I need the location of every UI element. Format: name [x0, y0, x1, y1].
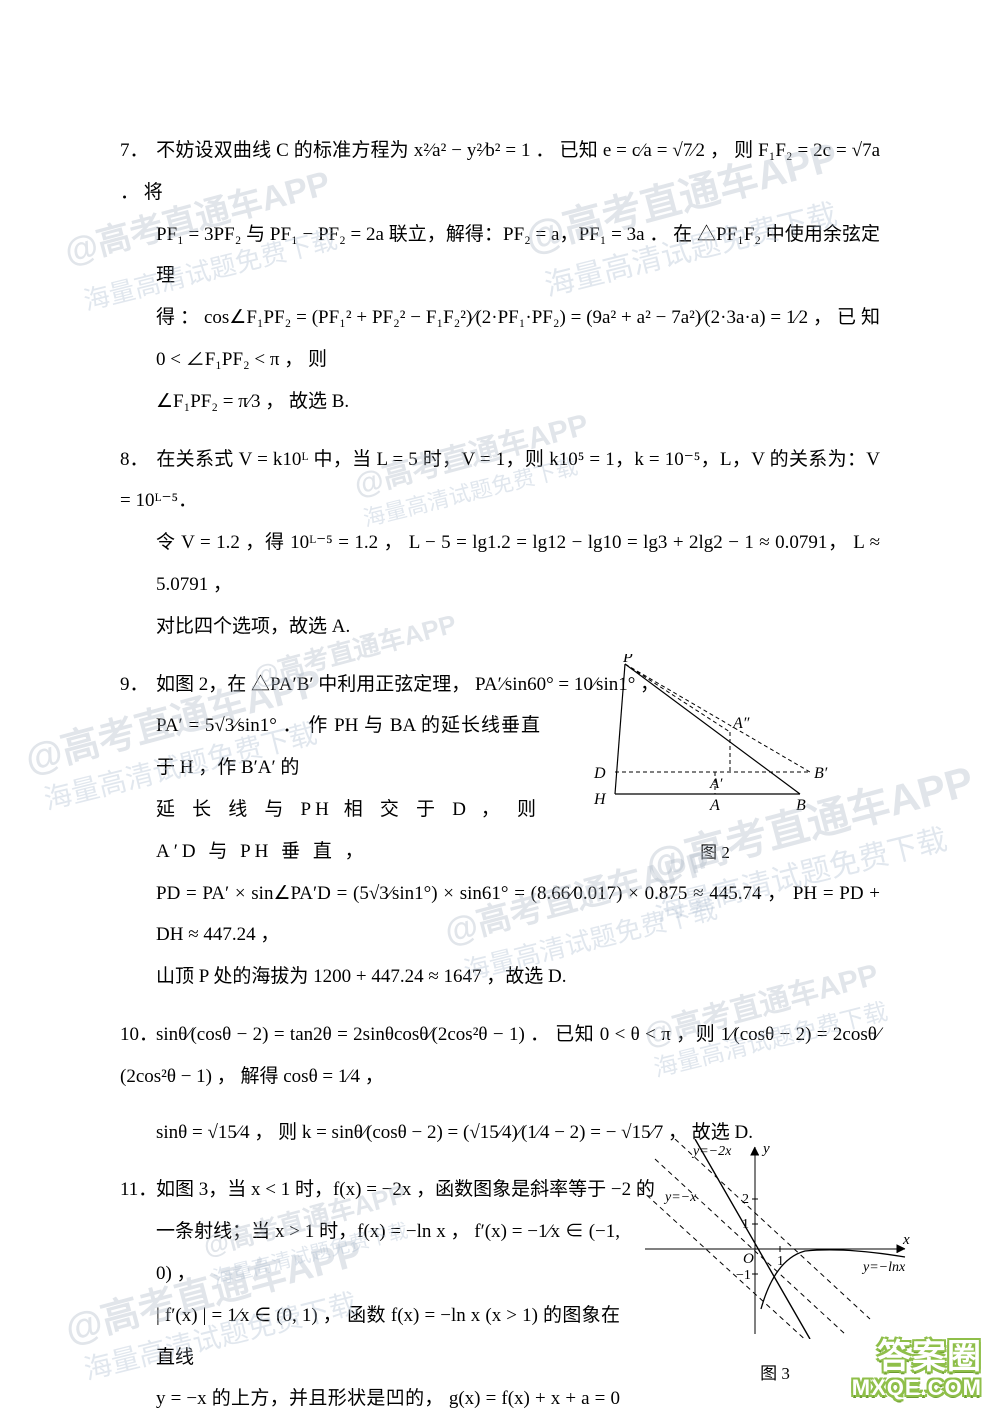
q7-num: 7．	[120, 130, 156, 172]
q9-l2: PA′ = 5√3⁄sin1° ． 作 PH 与 BA 的延长线垂直于 H ，作…	[120, 705, 540, 789]
svg-text:A′: A′	[709, 776, 723, 792]
svg-text:1: 1	[777, 1254, 784, 1269]
svg-text:x: x	[902, 1232, 910, 1248]
q11-l3: | f′(x) | = 1⁄x ∈ (0, 1) ， 函数 f(x) = −ln…	[120, 1295, 620, 1379]
q9-num: 9．	[120, 664, 156, 706]
brand-logo: 答案圈 MXQE.COM	[852, 1340, 982, 1399]
svg-text:P: P	[622, 654, 633, 666]
svg-text:A: A	[709, 797, 720, 814]
fig2-svg: P D H A″ A′ A B′ B	[590, 654, 840, 819]
q8-l2: 令 V = 1.2 ，得 10ᴸ⁻⁵ = 1.2 ， L − 5 = lg1.2…	[120, 522, 880, 606]
question-10: 10．sinθ⁄(cosθ − 2) = tan2θ = 2sinθcosθ⁄(…	[120, 1014, 880, 1153]
svg-text:D: D	[593, 765, 606, 782]
q10-num: 10．	[120, 1014, 156, 1056]
svg-text:A″: A″	[732, 715, 750, 732]
q8-l1: 在关系式 V = k10ᴸ 中，当 L = 5 时，V = 1，则 k10⁵ =…	[120, 449, 880, 512]
svg-text:y=−2x: y=−2x	[691, 1144, 732, 1159]
q7-l4: ∠F₁PF₂ = π⁄3 ， 故选 B.	[120, 381, 880, 423]
svg-text:B′: B′	[814, 765, 828, 782]
figure-2: P D H A″ A′ A B′ B 图 2	[590, 654, 840, 872]
q9-l5: 山顶 P 处的海拔为 1200 + 447.24 ≈ 1647 ，故选 D.	[120, 956, 880, 998]
q8-l3: 对比四个选项，故选 A.	[120, 606, 880, 648]
q9-l1: 如图 2，在 △PA′B′ 中利用正弦定理， PA′⁄sin60° = 10⁄s…	[156, 674, 659, 695]
fig2-caption: 图 2	[590, 834, 840, 871]
svg-text:y=−x: y=−x	[663, 1190, 697, 1205]
q11-l4: y = −x 的上方，并且形状是凹的， g(x) = f(x) + x + a …	[120, 1378, 620, 1417]
svg-text:2: 2	[742, 1192, 749, 1207]
q11-l1: 如图 3，当 x < 1 时，f(x) = −2x ，函数图象是斜率等于 −2 …	[156, 1179, 655, 1200]
brand-en: MXQE.COM	[852, 1376, 982, 1399]
question-11: 11．如图 3，当 x < 1 时，f(x) = −2x ，函数图象是斜率等于 …	[120, 1169, 880, 1417]
question-8: 8．在关系式 V = k10ᴸ 中，当 L = 5 时，V = 1，则 k10⁵…	[120, 439, 880, 648]
svg-text:−1: −1	[736, 1268, 751, 1283]
svg-text:1: 1	[742, 1217, 749, 1232]
brand-cn: 答案圈	[852, 1340, 982, 1376]
svg-text:y: y	[761, 1141, 770, 1157]
q11-l2: 一条射线；当 x > 1 时，f(x) = −ln x ， f′(x) = −1…	[120, 1211, 620, 1295]
page-content: 7．不妨设双曲线 C 的标准方程为 x²⁄a² − y²⁄b² = 1 ． 已知…	[120, 130, 880, 1417]
q8-num: 8．	[120, 439, 156, 481]
question-7: 7．不妨设双曲线 C 的标准方程为 x²⁄a² − y²⁄b² = 1 ． 已知…	[120, 130, 880, 423]
svg-text:O: O	[743, 1251, 754, 1267]
fig3-svg: y x O 1 −1 1 2 y=−2x y=−x y=−lnx	[635, 1139, 915, 1339]
svg-text:H: H	[593, 791, 607, 808]
q11-num: 11．	[120, 1169, 156, 1211]
q9-l4: PD = PA′ × sin∠PA′D = (5√3⁄sin1°) × sin6…	[120, 873, 880, 957]
svg-text:B: B	[796, 797, 806, 814]
q7-l2: PF₁ = 3PF₂ 与 PF₁ − PF₂ = 2a 联立，解得：PF₂ = …	[120, 214, 880, 298]
svg-text:y=−lnx: y=−lnx	[861, 1260, 906, 1275]
q9-l3: 延 长 线 与 PH 相 交 于 D ， 则 A′D 与 PH 垂 直 ，	[120, 789, 540, 873]
question-9: 9．如图 2，在 △PA′B′ 中利用正弦定理， PA′⁄sin60° = 10…	[120, 664, 880, 998]
q10-l1: sinθ⁄(cosθ − 2) = tan2θ = 2sinθcosθ⁄(2co…	[120, 1024, 880, 1087]
q7-l3: 得 ： cos∠F₁PF₂ = (PF₁² + PF₂² − F₁F₂²)⁄(2…	[120, 297, 880, 381]
q7-l1: 不妨设双曲线 C 的标准方程为 x²⁄a² − y²⁄b² = 1 ． 已知 e…	[120, 140, 880, 203]
